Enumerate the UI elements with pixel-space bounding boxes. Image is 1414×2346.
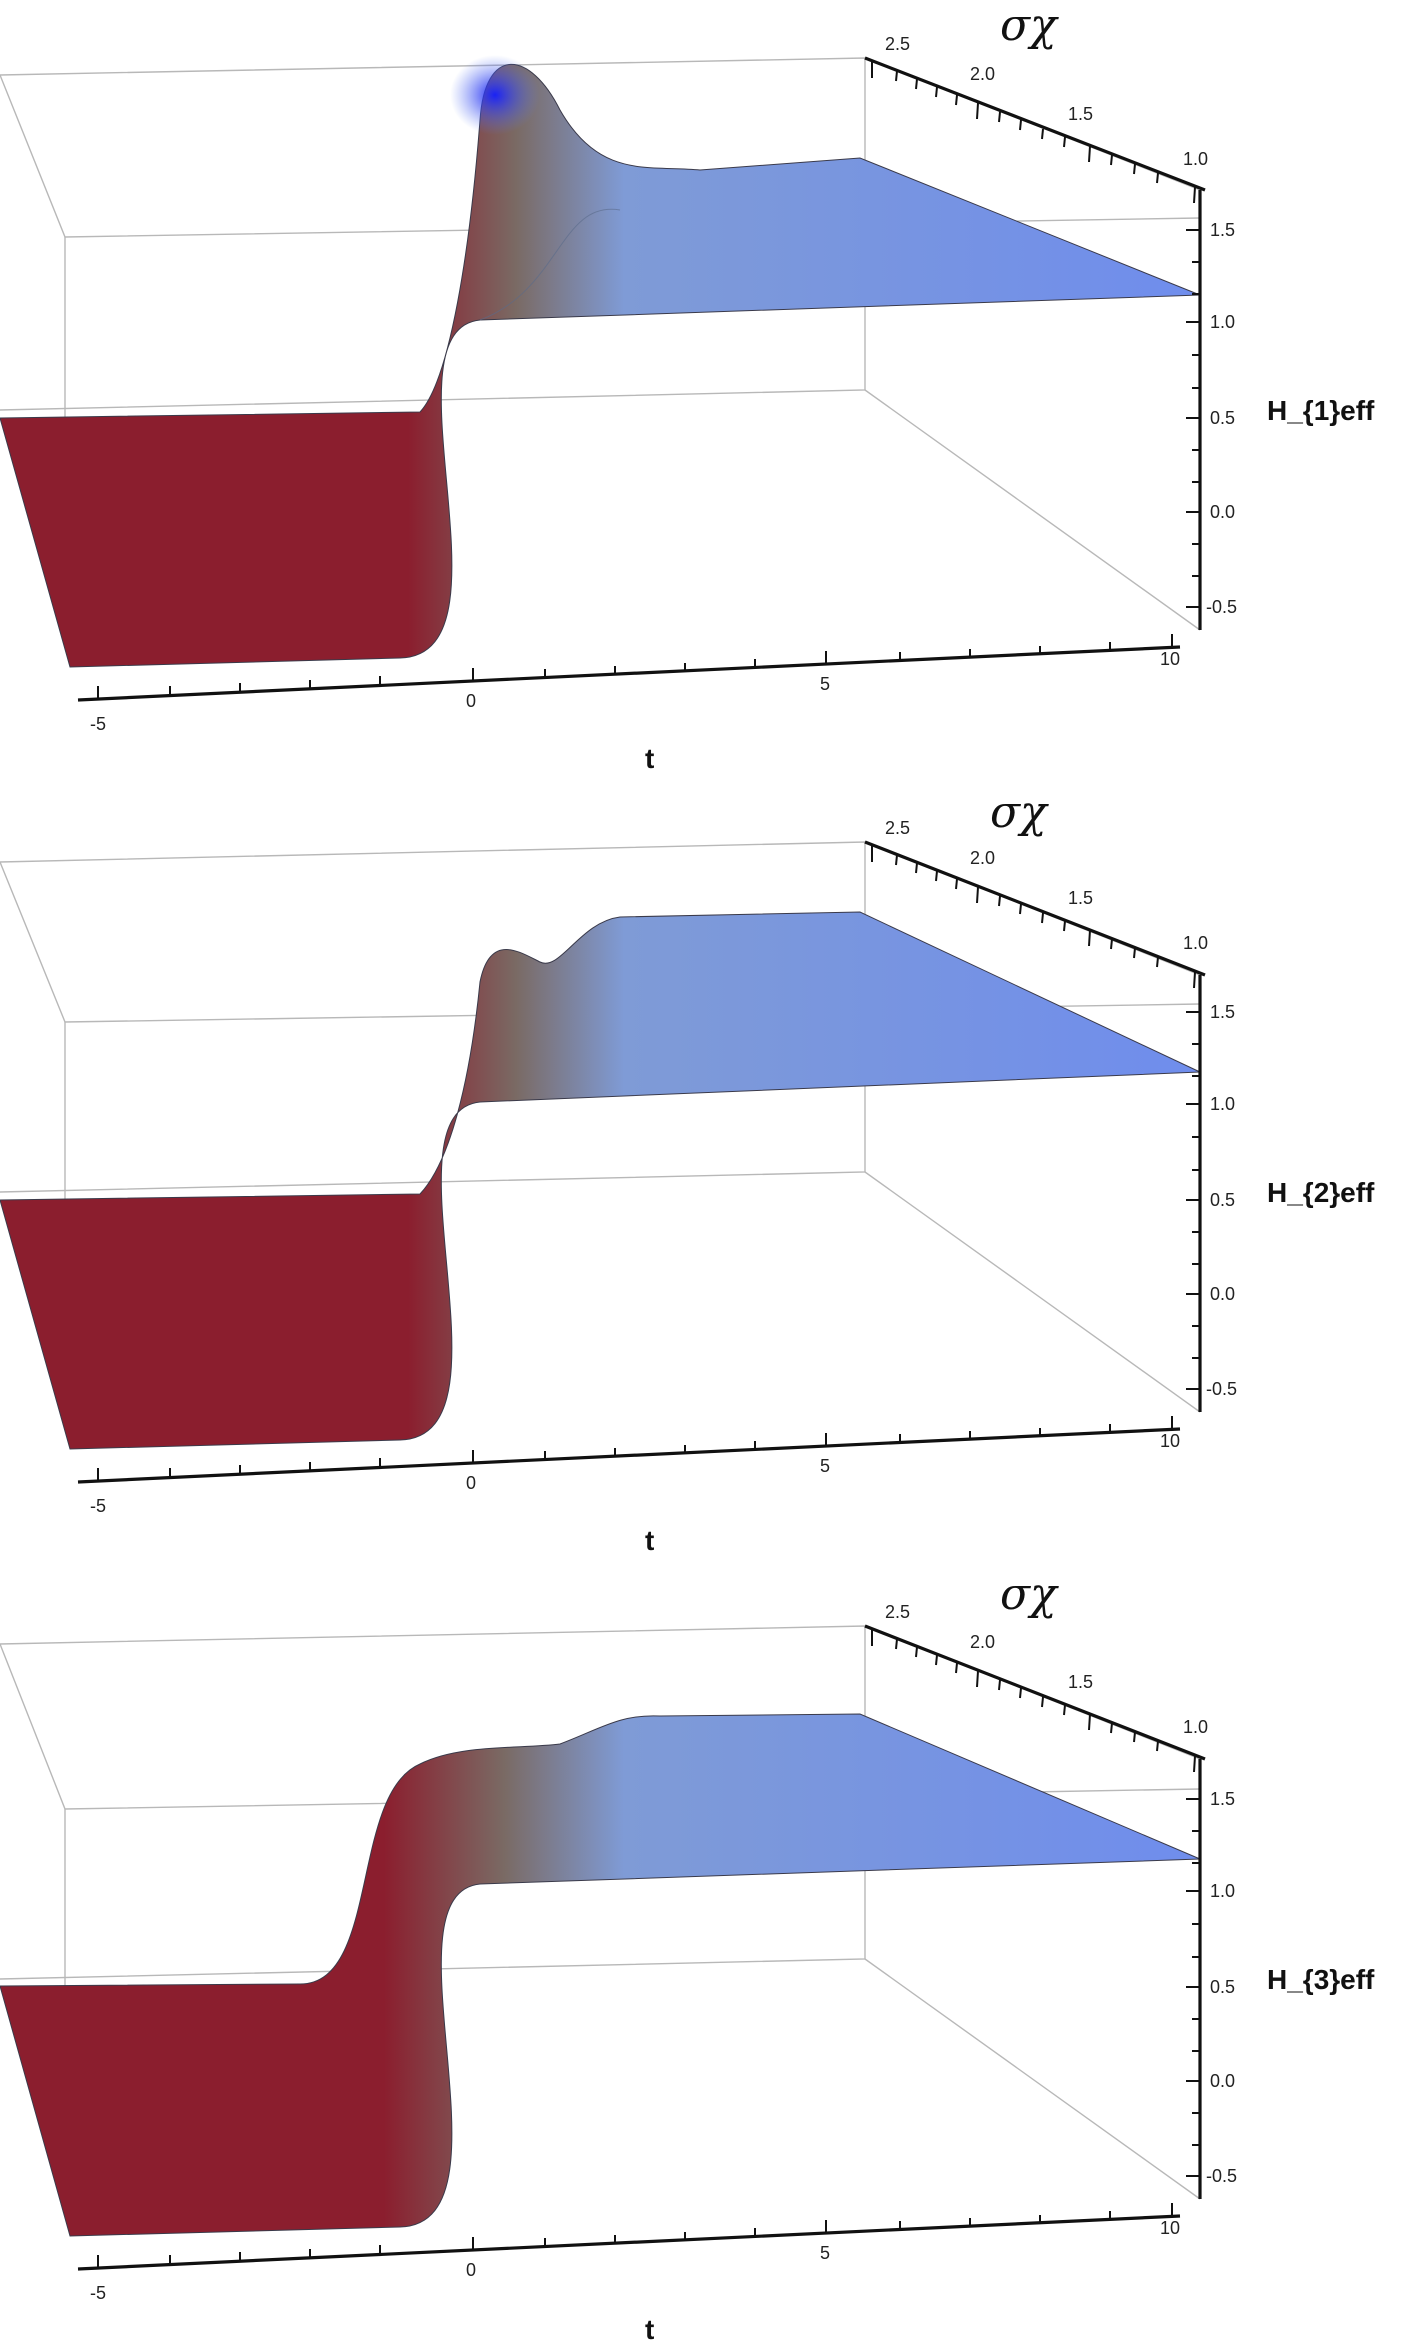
z-tick-label: 1.5 [1210,220,1235,240]
axis-lines [77,56,1206,702]
t-tick-label: 10 [1160,1431,1180,1451]
z-tick-label: 1.0 [1210,312,1235,332]
z-axis-label: H_{3}eff [1267,1964,1375,1995]
axis-lines [77,840,1206,1484]
sigma-axis-label: σχ [1000,1569,1059,1620]
z-tick-label: 1.0 [1210,1094,1235,1114]
surface-3 [0,1713,1201,2237]
z-axis-ticks [1186,1011,1200,1390]
t-axis-label: t [645,743,654,774]
surface-1 [0,63,1201,668]
surface-plot-1: -5 0 5 10 t 2.5 2.0 1.5 1.0 σχ 1.5 1.0 0… [0,0,1414,782]
t-tick-label: 0 [466,2260,476,2280]
t-axis-ticks [97,1416,1173,1480]
z-tick-label: -0.5 [1206,597,1237,617]
t-tick-label: 0 [466,691,476,711]
z-tick-label: 1.0 [1210,1881,1235,1901]
z-tick-label: 0.0 [1210,502,1235,522]
sigma-tick-label: 2.0 [970,64,995,84]
sigma-tick-label: 2.0 [970,848,995,868]
sigma-axis-ticks [871,62,1196,204]
t-tick-label: 10 [1160,2218,1180,2238]
sigma-tick-label: 2.5 [885,1602,910,1622]
z-tick-label: 0.0 [1210,2071,1235,2091]
z-tick-label: -0.5 [1206,1379,1237,1399]
sigma-tick-label: 1.5 [1068,888,1093,908]
surface-1-peak [450,55,540,135]
z-axis-label: H_{2}eff [1267,1177,1375,1208]
sigma-axis-label: σχ [990,787,1049,838]
sigma-tick-label: 1.0 [1183,933,1208,953]
t-axis-label: t [645,2314,654,2345]
surface-plot-2: -5 0 5 10 t 2.5 2.0 1.5 1.0 σχ 1.5 1.0 0… [0,782,1414,1564]
t-tick-label: -5 [90,2283,106,2303]
z-axis-ticks [1186,1798,1200,2177]
z-axis-ticks [1186,229,1200,608]
t-axis-ticks [97,2203,1173,2267]
t-tick-label: 10 [1160,649,1180,669]
t-tick-label: 5 [820,2243,830,2263]
z-tick-label: 0.5 [1210,1190,1235,1210]
surface-plot-3: -5 0 5 10 t 2.5 2.0 1.5 1.0 σχ 1.5 1.0 0… [0,1564,1414,2346]
sigma-tick-label: 1.0 [1183,1717,1208,1737]
t-tick-label: 5 [820,674,830,694]
t-tick-label: -5 [90,714,106,734]
z-tick-label: 1.5 [1210,1789,1235,1809]
t-tick-label: 5 [820,1456,830,1476]
sigma-tick-label: 2.5 [885,818,910,838]
z-tick-label: 1.5 [1210,1002,1235,1022]
sigma-tick-label: 1.5 [1068,1672,1093,1692]
z-tick-label: -0.5 [1206,2166,1237,2186]
surface-2 [0,911,1201,1450]
t-tick-label: 0 [466,1473,476,1493]
z-tick-label: 0.5 [1210,1977,1235,1997]
t-axis-label: t [645,1525,654,1556]
z-tick-label: 0.0 [1210,1284,1235,1304]
axis-lines [77,1624,1206,2271]
sigma-axis-ticks [871,846,1196,989]
t-tick-label: -5 [90,1496,106,1516]
z-axis-label: H_{1}eff [1267,395,1375,426]
z-tick-label: 0.5 [1210,408,1235,428]
sigma-tick-label: 2.0 [970,1632,995,1652]
t-axis-ticks [97,634,1173,698]
sigma-axis-ticks [871,1630,1196,1773]
sigma-tick-label: 1.0 [1183,149,1208,169]
sigma-tick-label: 1.5 [1068,104,1093,124]
sigma-axis-label: σχ [1000,0,1059,51]
sigma-tick-label: 2.5 [885,34,910,54]
